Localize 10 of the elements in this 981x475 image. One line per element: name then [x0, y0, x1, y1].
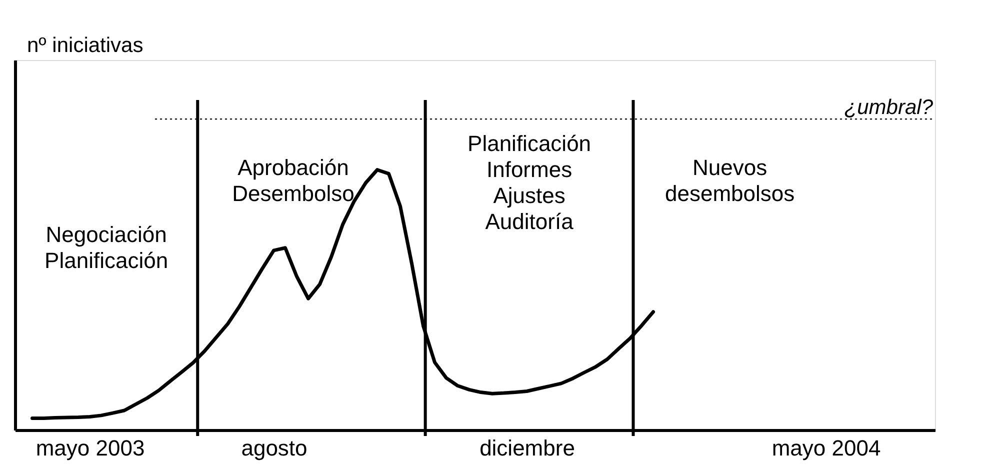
ref-line-label: ¿umbral?	[844, 96, 934, 120]
annotation: Planificación Informes Ajustes Auditoría	[468, 131, 592, 234]
x-tick-label: mayo 2004	[772, 436, 881, 460]
annotation: Nuevos desembolsos	[664, 155, 795, 206]
text: nº iniciativas	[27, 34, 144, 57]
x-tick-label: diciembre	[480, 436, 575, 460]
x-tick-label: mayo 2003	[36, 436, 145, 460]
annotation: Negociación Planificación	[44, 222, 168, 273]
x-tick-label: agosto	[241, 436, 308, 460]
annotation: Aprobación Desembolso	[232, 155, 354, 206]
